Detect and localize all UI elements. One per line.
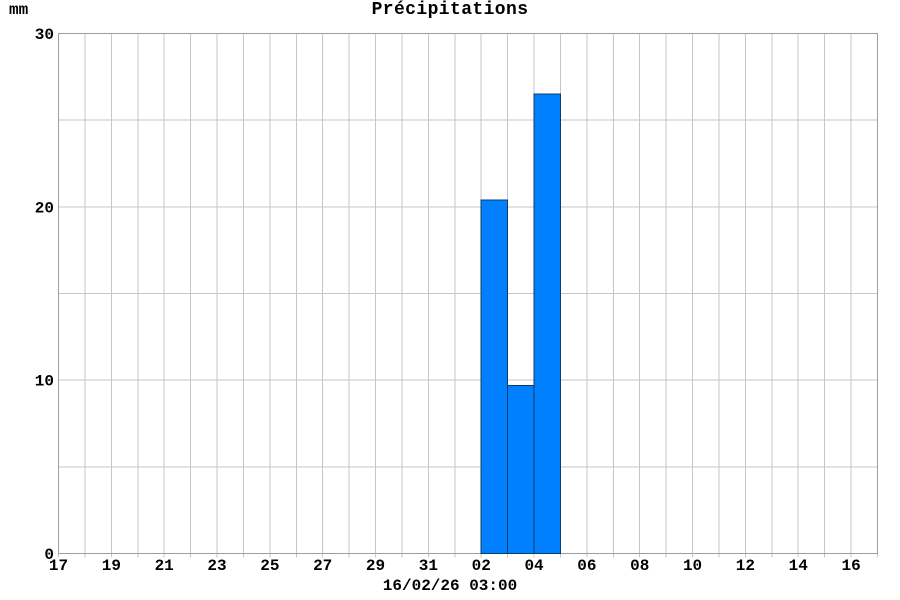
y-tick-label: 30 <box>35 26 54 44</box>
y-tick-label: 20 <box>35 199 54 217</box>
x-tick-label: 08 <box>630 557 649 575</box>
x-tick-label: 10 <box>683 557 702 575</box>
x-tick-label: 04 <box>524 557 544 575</box>
x-tick-label: 21 <box>155 557 174 575</box>
precipitation-bar <box>507 384 535 554</box>
x-tick-label: 02 <box>472 557 491 575</box>
x-tick-label: 27 <box>313 557 332 575</box>
plot-frame <box>58 33 878 554</box>
x-tick-label: 25 <box>260 557 279 575</box>
x-tick-label: 19 <box>102 557 121 575</box>
x-tick-label: 14 <box>789 557 809 575</box>
x-tick-label: 12 <box>736 557 755 575</box>
y-tick-label: 0 <box>44 546 54 564</box>
y-tick-label: 10 <box>35 373 54 391</box>
x-tick-label: 31 <box>419 557 438 575</box>
y-axis-unit-label: mm <box>9 1 29 19</box>
precipitation-bar <box>480 199 509 554</box>
chart-title: Précipitations <box>371 0 529 20</box>
x-tick-label: 06 <box>577 557 596 575</box>
x-axis-timestamp: 16/02/26 03:00 <box>382 577 518 595</box>
precipitation-bar <box>533 93 561 555</box>
x-tick-label: 16 <box>841 557 860 575</box>
x-tick-label: 23 <box>207 557 226 575</box>
x-tick-label: 29 <box>366 557 385 575</box>
x-tick-label: 17 <box>49 557 68 575</box>
